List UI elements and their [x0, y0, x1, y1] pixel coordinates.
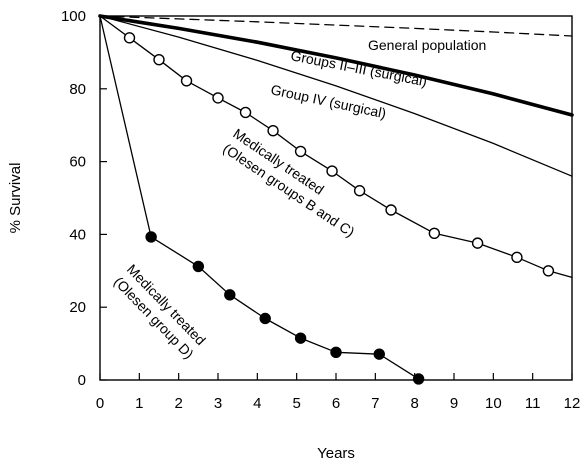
y-tick-label: 60: [69, 154, 86, 171]
open-marker: [239, 106, 252, 119]
open-marker: [123, 32, 136, 44]
x-tick-label: 7: [371, 395, 379, 412]
x-tick-label: 0: [96, 395, 104, 412]
curve-label-line: (Olesen groups B and C): [220, 140, 357, 240]
y-tick-label: 20: [69, 299, 86, 316]
open-marker: [428, 227, 441, 240]
open-marker: [294, 145, 307, 158]
filled-marker: [373, 348, 385, 360]
x-tick-label: 4: [253, 395, 261, 412]
x-tick-label: 11: [525, 395, 541, 412]
open-marker: [267, 124, 279, 137]
open-marker: [511, 251, 523, 264]
filled-marker: [224, 289, 236, 301]
filled-marker: [192, 260, 205, 273]
series-line-2: [99, 15, 573, 177]
series-lines: [98, 14, 574, 380]
curve-label-0: General population: [368, 37, 486, 53]
open-marker: [180, 75, 193, 87]
x-tick-label: 3: [214, 395, 222, 412]
series-line-0: [99, 15, 573, 37]
x-tick-label: 12: [564, 395, 580, 412]
series-line-3: [99, 15, 573, 279]
y-tick-label: 0: [78, 372, 86, 389]
filled-marker: [259, 312, 271, 325]
series-line-1: [98, 14, 574, 117]
curve-label-4: Medically treated(Olesen group D): [111, 261, 210, 362]
y-axis-title: % Survival: [7, 163, 24, 234]
curve-label-1: Groups II–III (surgical): [289, 47, 428, 89]
filled-marker: [145, 231, 157, 243]
filled-marker: [330, 346, 342, 359]
filled-marker: [412, 373, 425, 385]
x-tick-label: 9: [450, 395, 458, 412]
x-axis-title: Years: [317, 445, 355, 462]
open-marker: [471, 237, 484, 249]
y-tick-label: 40: [69, 226, 86, 243]
open-marker: [153, 53, 165, 66]
open-marker: [353, 185, 366, 197]
filled-marker: [294, 332, 307, 344]
curve-label-2: Group IV (surgical): [269, 81, 387, 121]
open-marker: [385, 204, 397, 216]
x-tick-label: 1: [135, 395, 143, 412]
x-tick-label: 5: [292, 395, 300, 412]
x-tick-label: 8: [410, 395, 418, 412]
y-tick-label: 80: [69, 81, 86, 98]
series-markers: [123, 32, 555, 385]
x-tick-label: 6: [332, 395, 340, 412]
open-marker: [212, 92, 224, 104]
open-marker: [542, 265, 555, 277]
y-tick-label: 100: [61, 8, 86, 25]
curve-label-3: Medically treated(Olesen groups B and C): [220, 125, 367, 240]
x-tick-label: 2: [174, 395, 182, 412]
open-marker: [326, 165, 338, 177]
x-tick-label: 10: [485, 395, 502, 412]
